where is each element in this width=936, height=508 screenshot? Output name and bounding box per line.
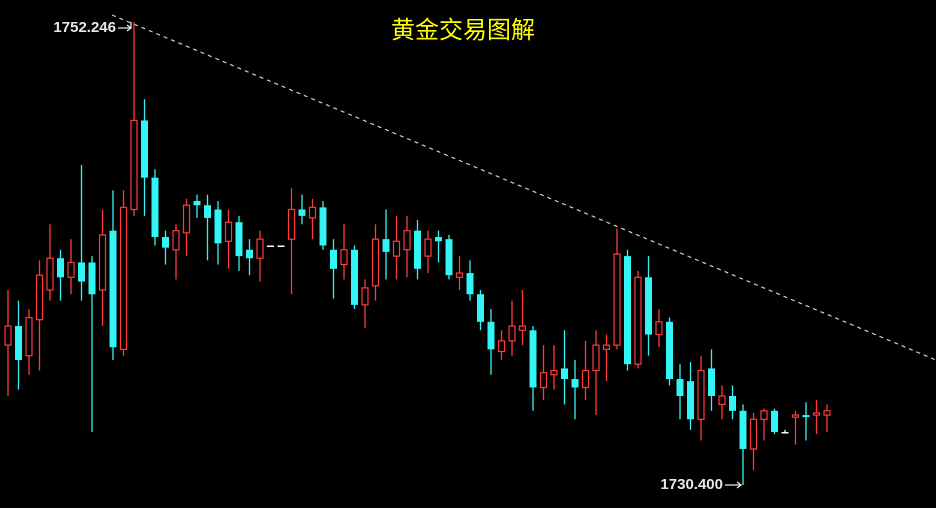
candle-body (141, 120, 148, 178)
candle-body (109, 230, 117, 348)
candle-body (518, 325, 527, 331)
high-arrow (118, 22, 133, 32)
candle-body (224, 221, 233, 242)
candle-body (204, 205, 211, 218)
candle-body (634, 276, 642, 365)
candle-body (403, 230, 411, 251)
candle-body (67, 261, 75, 278)
candle-body (340, 249, 348, 266)
candle-body (760, 410, 768, 420)
candle-body (15, 326, 22, 360)
candle-body (330, 249, 337, 269)
low-annotation: 1730.400 (660, 476, 723, 493)
candles (4, 22, 831, 485)
candle-body (718, 395, 726, 406)
candle-body (477, 294, 484, 322)
candle-body (739, 410, 747, 449)
candle-body (256, 238, 264, 259)
candle-body (267, 245, 274, 248)
candle-body (130, 119, 138, 211)
candle-body (466, 273, 474, 295)
candle-body (119, 206, 128, 350)
candle-body (361, 287, 369, 306)
high-annotation: 1752.246 (53, 19, 116, 36)
chart-title: 黄金交易图解 (391, 16, 535, 44)
candle-body (791, 414, 800, 418)
candle-body (561, 368, 568, 380)
candle-body (581, 369, 590, 389)
candle-body (676, 379, 684, 396)
candle-body (487, 321, 495, 350)
candle-body (98, 234, 107, 291)
low-arrow (725, 481, 743, 489)
candle-body (508, 325, 516, 342)
candle-body (550, 369, 558, 376)
candle-body (802, 415, 810, 418)
candle-body (25, 316, 33, 357)
candle-body (162, 237, 169, 248)
candle-body (235, 222, 243, 257)
candle-body (697, 369, 705, 420)
candle-body (351, 249, 358, 305)
candle-body (602, 344, 611, 350)
candle-body (624, 256, 631, 365)
candle-body (781, 432, 789, 434)
candle-body (151, 177, 159, 238)
candle-body (46, 257, 54, 291)
candle-body (455, 272, 464, 278)
candle-body (708, 368, 715, 396)
candle-body (277, 245, 285, 248)
candle-body (172, 230, 180, 251)
candle-body (497, 340, 506, 353)
candle-body (666, 321, 673, 380)
candle-body (182, 204, 191, 234)
candle-body (729, 395, 736, 411)
candle-body (308, 206, 317, 219)
candle-body (4, 325, 12, 346)
candle-body (287, 208, 296, 240)
candle-body (382, 239, 390, 252)
candle-body (539, 372, 548, 389)
candle-body (246, 249, 253, 259)
trend-line (111, 14, 936, 361)
candle-body (749, 418, 758, 450)
candle-body (771, 410, 778, 433)
candle-body (655, 321, 663, 336)
candle-body (214, 209, 222, 244)
candle-body (78, 262, 85, 282)
candle-body (645, 277, 652, 335)
candle-body (193, 201, 201, 206)
candle-body (319, 207, 327, 246)
candle-body (823, 410, 831, 416)
candle-body (424, 238, 432, 257)
candle-body (35, 274, 44, 321)
candle-body (571, 379, 579, 388)
candle-body (392, 240, 401, 257)
candle-body (592, 344, 600, 372)
candle-body (435, 237, 442, 242)
candle-body (445, 239, 453, 276)
candle-body (613, 253, 621, 346)
candle-body (371, 238, 380, 287)
candle-body (57, 258, 64, 278)
candle-body (812, 412, 821, 416)
candle-body (298, 209, 306, 216)
candle-body (414, 230, 421, 269)
candle-body (88, 262, 96, 295)
candle-body (529, 330, 537, 388)
candle-body (687, 381, 694, 420)
